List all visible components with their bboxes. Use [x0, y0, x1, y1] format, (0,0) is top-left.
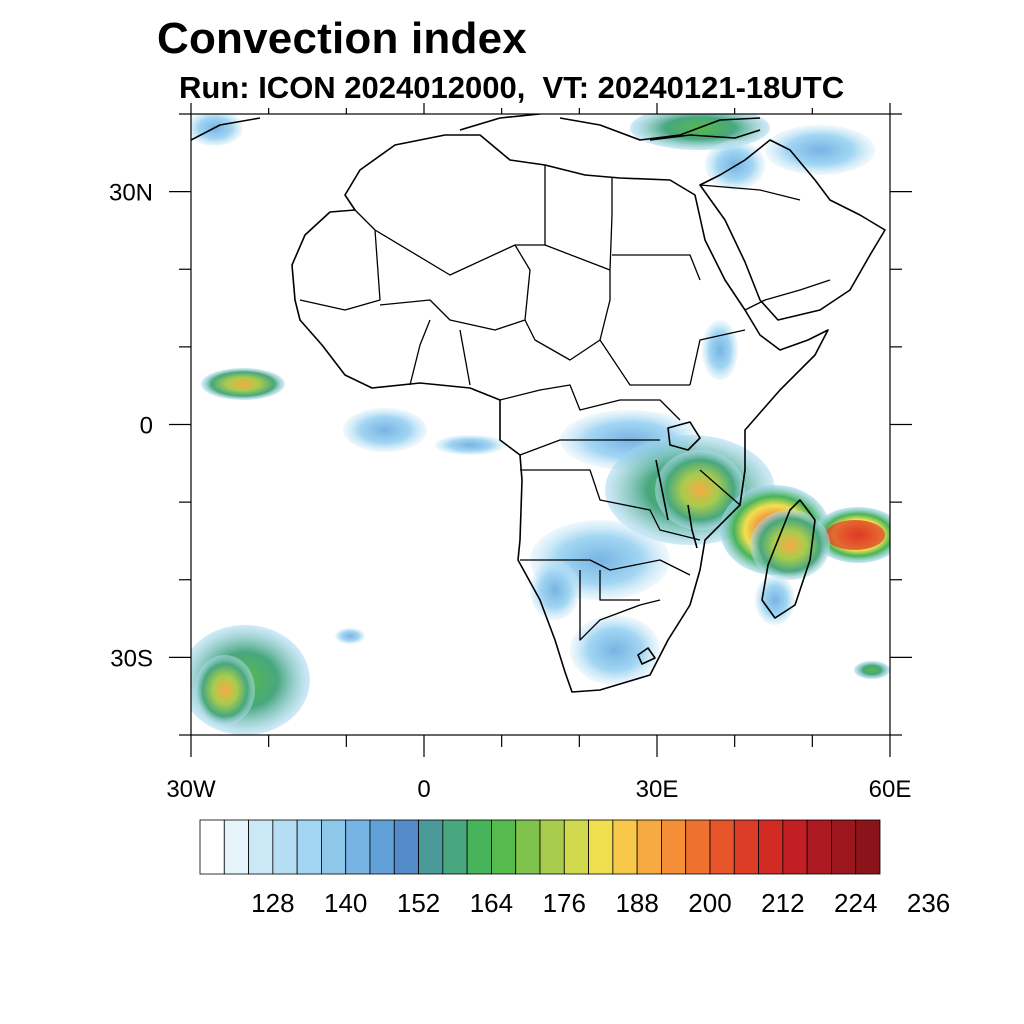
y-tick-label: 30N: [109, 180, 153, 207]
colorbar-swatch: [491, 819, 517, 875]
map-subtitle: Run: ICON 2024012000, VT: 20240121-18UTC: [179, 70, 845, 105]
colorbar-label: 224: [834, 888, 877, 918]
plot-frame: [190, 113, 891, 736]
colorbar-swatch: [321, 819, 347, 875]
colorbar-label: 212: [761, 888, 804, 918]
coastlines: [191, 114, 886, 693]
shade-atlantic-north: [191, 114, 243, 146]
shade-angola: [530, 560, 580, 620]
colorbar: [199, 819, 881, 875]
x-tick-label: 60E: [869, 776, 912, 803]
shade-south-atlantic-small: [335, 628, 365, 644]
y-tick-label: 30S: [110, 645, 153, 672]
colorbar-swatch: [442, 819, 468, 875]
colorbar-label: 140: [324, 888, 367, 918]
shade-gulf-guinea-1: [343, 408, 427, 452]
lake-malawi: [687, 504, 698, 549]
shade-cape-verde: [201, 368, 285, 400]
colorbar-swatch: [539, 819, 565, 875]
colorbar-swatch: [272, 819, 298, 875]
colorbar-swatch: [636, 819, 662, 875]
axis-tick-labels: 30W 0 30E 60E 30N 0 30S: [109, 180, 911, 803]
colorbar-swatch: [199, 819, 225, 875]
colorbar-swatch: [733, 819, 759, 875]
shade-caspian: [765, 125, 875, 175]
convection-shading: [191, 114, 890, 735]
colorbar-swatch: [563, 819, 589, 875]
colorbar-swatch: [223, 819, 249, 875]
axis-ticks: [169, 103, 912, 757]
shade-ethiopia: [702, 320, 738, 380]
shade-gulf-guinea-2: [435, 435, 505, 455]
colorbar-label: 176: [543, 888, 586, 918]
africa-coastline: [291, 134, 829, 693]
arabia-coastline: [699, 139, 886, 321]
colorbar-swatch: [831, 819, 857, 875]
colorbar-swatch: [855, 819, 881, 875]
turkey-coastline: [649, 129, 761, 141]
shade-indian-south: [854, 661, 890, 679]
shade-lakes: [655, 450, 745, 530]
colorbar-swatch: [466, 819, 492, 875]
colorbar-swatch: [709, 819, 735, 875]
colorbar-swatch: [248, 819, 274, 875]
shade-madagascar-south: [755, 575, 795, 625]
colorbar-swatch: [369, 819, 395, 875]
europe-coastline: [191, 114, 761, 141]
colorbar-label: 164: [470, 888, 513, 918]
country-borders: [299, 165, 831, 641]
colorbar-label: 236: [907, 888, 950, 918]
colorbar-swatch: [685, 819, 711, 875]
colorbar-labels: 128 140 152 164 176 188 200 212 224 236: [251, 888, 950, 918]
colorbar-swatch: [588, 819, 614, 875]
x-tick-label: 30W: [166, 776, 216, 803]
colorbar-label: 152: [397, 888, 440, 918]
colorbar-swatch: [296, 819, 322, 875]
colorbar-swatch: [515, 819, 541, 875]
shade-madagascar: [750, 510, 830, 580]
lake-tanganyika: [655, 459, 669, 521]
colorbar-swatch: [345, 819, 371, 875]
colorbar-swatch: [661, 819, 687, 875]
shade-indian-core: [825, 520, 885, 550]
shade-levant: [705, 140, 765, 190]
lesotho: [637, 647, 656, 665]
x-tick-label: 30E: [636, 776, 679, 803]
x-tick-label: 0: [417, 776, 430, 803]
colorbar-swatch: [418, 819, 444, 875]
map-title: Convection index: [157, 14, 527, 63]
shade-south-atlantic-core: [195, 655, 255, 725]
colorbar-swatch: [806, 819, 832, 875]
colorbar-swatch: [782, 819, 808, 875]
lake-victoria: [667, 421, 701, 451]
colorbar-swatch: [393, 819, 419, 875]
colorbar-swatch: [612, 819, 638, 875]
colorbar-swatch: [758, 819, 784, 875]
y-tick-label: 0: [140, 413, 153, 440]
madagascar-coastline: [761, 499, 816, 619]
shade-south-africa: [570, 615, 660, 685]
colorbar-label: 188: [615, 888, 658, 918]
colorbar-label: 200: [688, 888, 731, 918]
colorbar-label: 128: [251, 888, 294, 918]
